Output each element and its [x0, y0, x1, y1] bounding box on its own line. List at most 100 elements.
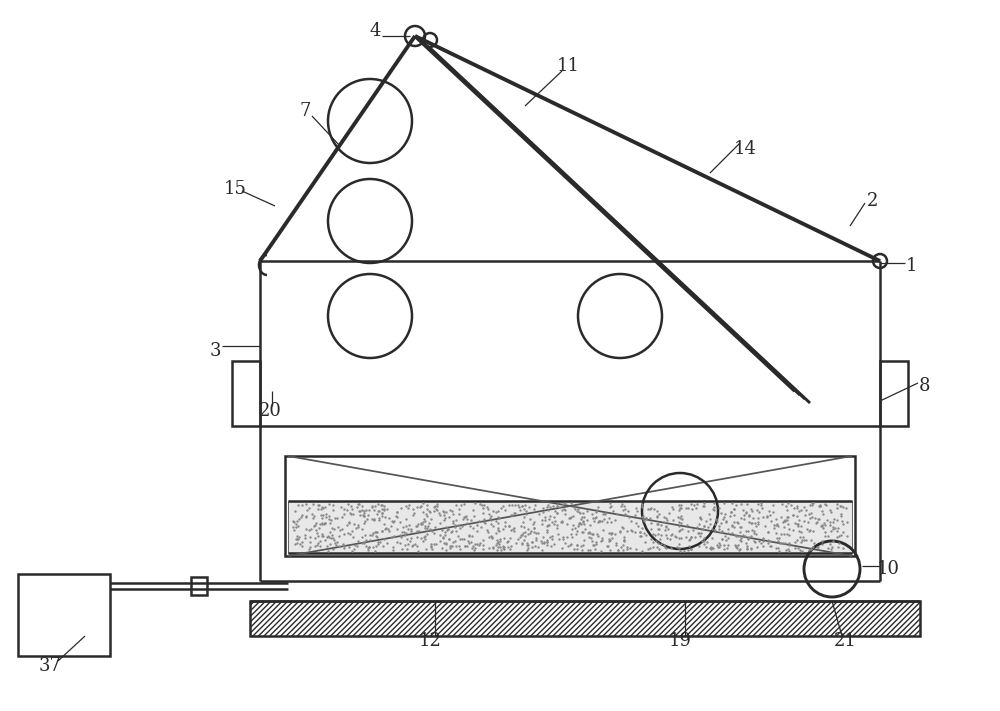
Point [539, 527, 555, 538]
Point [632, 527, 648, 538]
Point [754, 503, 770, 514]
Point [554, 504, 570, 515]
Point [402, 535, 418, 547]
Point [288, 533, 304, 544]
Point [376, 505, 392, 516]
Point [518, 506, 534, 517]
Point [720, 523, 736, 535]
Point [724, 520, 740, 531]
Point [457, 540, 473, 551]
Point [386, 515, 402, 527]
Point [755, 533, 771, 544]
Point [427, 501, 443, 512]
Point [619, 525, 635, 537]
Point [516, 510, 532, 522]
Point [419, 510, 435, 522]
Point [711, 541, 727, 552]
Point [588, 506, 604, 518]
Point [432, 518, 448, 529]
Point [458, 510, 474, 521]
Point [319, 541, 335, 552]
Point [303, 523, 319, 535]
Bar [288, 501, 852, 553]
Point [456, 498, 472, 509]
Point [607, 514, 623, 525]
Point [727, 530, 743, 541]
Point [797, 510, 813, 521]
Point [703, 543, 719, 555]
Point [381, 525, 397, 537]
Point [547, 506, 563, 517]
Point [374, 508, 390, 519]
Point [829, 525, 845, 537]
Point [395, 521, 411, 533]
Point [825, 523, 841, 535]
Point [472, 537, 488, 548]
Point [510, 534, 526, 545]
Point [595, 524, 611, 535]
Point [384, 515, 400, 527]
Point [416, 531, 432, 542]
Point [394, 544, 410, 555]
Point [739, 540, 755, 552]
Point [593, 535, 609, 546]
Point [812, 500, 828, 511]
Point [781, 539, 797, 550]
Point [790, 542, 806, 553]
Point [399, 543, 415, 555]
Point [803, 534, 819, 545]
Point [661, 507, 677, 518]
Point [751, 535, 767, 547]
Point [716, 511, 732, 523]
Point [496, 544, 512, 555]
Point [464, 531, 480, 542]
Point [623, 515, 639, 527]
Point [680, 525, 696, 537]
Point [762, 540, 778, 552]
Point [376, 518, 392, 530]
Point [557, 508, 573, 520]
Point [731, 545, 747, 556]
Point [823, 525, 839, 537]
Point [432, 535, 448, 547]
Text: 8: 8 [919, 377, 931, 395]
Text: 14: 14 [734, 140, 756, 158]
Point [404, 540, 420, 551]
Point [407, 538, 423, 550]
Point [349, 501, 365, 513]
Point [635, 513, 651, 524]
Bar [250, 601, 920, 636]
Point [616, 501, 632, 512]
Point [573, 540, 589, 552]
Point [653, 529, 669, 540]
Point [322, 518, 338, 529]
Point [385, 541, 401, 552]
Point [298, 523, 314, 535]
Point [301, 543, 317, 555]
Point [735, 530, 751, 541]
Point [720, 532, 736, 543]
Point [534, 514, 550, 525]
Point [448, 514, 464, 525]
Point [829, 503, 845, 514]
Point [574, 512, 590, 523]
Point [385, 516, 401, 528]
Point [479, 501, 495, 513]
Point [557, 537, 573, 548]
Point [475, 542, 491, 554]
Point [812, 501, 828, 512]
Point [520, 542, 536, 554]
Point [569, 539, 585, 550]
Point [500, 535, 516, 546]
Point [620, 506, 636, 517]
Point [791, 515, 807, 526]
Point [526, 516, 542, 528]
Point [566, 501, 582, 513]
Point [555, 498, 571, 509]
Point [650, 518, 666, 530]
Point [818, 499, 834, 510]
Point [667, 530, 683, 542]
Point [294, 509, 310, 520]
Bar [285, 456, 855, 556]
Point [456, 533, 472, 544]
